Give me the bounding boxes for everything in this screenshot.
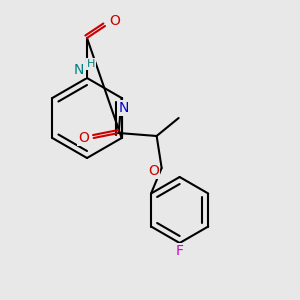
Text: N: N: [74, 63, 84, 77]
Text: N: N: [118, 101, 129, 115]
Text: O: O: [148, 164, 159, 178]
Text: O: O: [110, 14, 120, 28]
Text: O: O: [78, 131, 89, 145]
Text: H: H: [87, 59, 95, 69]
Text: F: F: [176, 244, 184, 258]
